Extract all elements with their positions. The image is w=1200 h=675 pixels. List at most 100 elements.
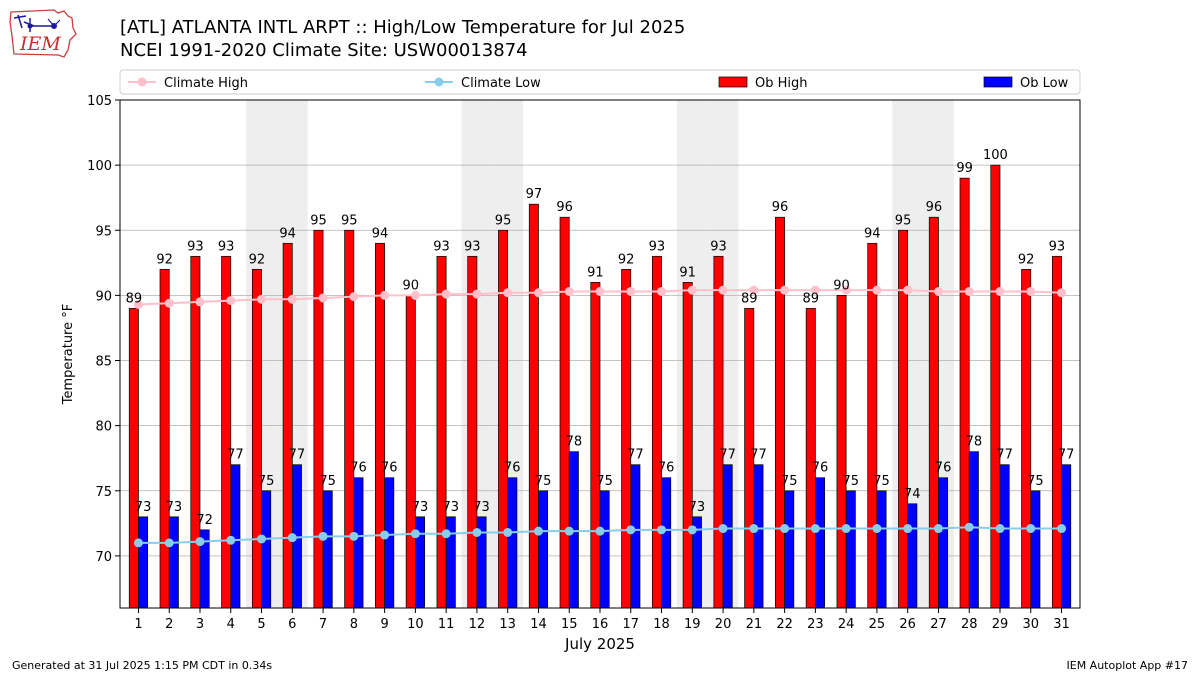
ob-low-label: 78 [566,435,583,450]
ob-low-bar [938,477,949,609]
ob-high-bar [775,216,785,609]
ob-high-label: 92 [618,252,635,267]
climate-high-point [133,300,143,310]
x-tick-label: 12 [469,617,486,632]
legend-climate-low-label: Climate Low [461,76,541,91]
ob-low-bar [753,464,764,609]
chart-title: [ATL] ATLANTA INTL ARPT :: High/Low Temp… [120,17,686,38]
climate-low-point [257,534,267,544]
climate-low-point [595,526,605,536]
ob-high-label: 95 [895,213,912,228]
ob-low-label: 77 [1058,448,1075,463]
ob-low-label: 74 [904,487,921,502]
legend-ob-high-swatch [718,76,748,88]
ob-high-bar [590,282,601,609]
x-tick-label: 20 [715,617,732,632]
climate-high-point [380,290,390,300]
ob-high-label: 93 [1049,239,1066,254]
x-tick-label: 22 [776,617,793,632]
ob-low-bar [876,490,887,609]
y-tick-label: 90 [95,289,112,304]
ob-high-label: 92 [1018,252,1035,267]
footer-app: IEM Autoplot App #17 [1066,659,1189,672]
ob-high-label: 94 [372,226,389,241]
ob-low-label: 75 [781,474,798,489]
ob-high-label: 96 [556,200,573,215]
x-tick-label: 28 [961,617,978,632]
ob-low-label: 77 [750,448,767,463]
ob-low-bar [599,490,610,609]
x-tick-label: 23 [807,617,824,632]
y-tick-label: 95 [95,224,112,239]
ob-high-bar [498,229,509,609]
climate-high-point [195,297,205,307]
climate-low-point [133,538,143,548]
ob-high-bar [405,295,416,609]
ob-low-label: 75 [1027,474,1044,489]
climate-low-point [657,525,667,535]
climate-low-point [1057,524,1067,534]
climate-high-point [933,286,943,296]
ob-low-label: 73 [442,500,459,515]
climate-low-point [749,524,759,534]
ob-low-label: 76 [658,461,675,476]
ob-high-label: 100 [983,148,1008,163]
ob-low-bar [261,490,272,609]
y-tick-label: 105 [87,94,112,109]
ob-high-bar [128,308,139,609]
x-tick-label: 16 [592,617,609,632]
ob-high-bar [959,177,970,609]
ob-high-label: 89 [741,291,758,306]
ob-high-label: 91 [587,265,604,280]
climate-high-point [472,289,482,299]
ob-high-bar [713,255,724,609]
ob-high-bar [251,268,262,609]
ob-high-bar [990,164,1001,609]
climate-low-point [780,524,790,534]
ob-low-label: 77 [627,448,644,463]
x-tick-label: 5 [257,617,265,632]
climate-high-point [164,298,174,308]
ob-low-label: 77 [719,448,736,463]
x-tick-label: 7 [319,617,327,632]
ob-low-bar [353,477,364,609]
ob-low-label: 77 [227,448,244,463]
ob-high-bar [559,216,570,609]
climate-low-point [995,524,1005,534]
ob-high-bar [805,308,816,609]
ob-high-bar [621,268,632,609]
climate-high-point [349,292,359,302]
climate-high-point [718,285,728,295]
ob-low-label: 73 [166,500,183,515]
ob-low-bar [1061,464,1072,609]
ob-low-label: 75 [535,474,552,489]
climate-high-point [995,286,1005,296]
ob-high-label: 90 [402,278,419,293]
climate-low-point [380,530,390,540]
ob-high-bar [528,203,539,609]
ob-high-bar [867,242,878,609]
climate-high-point [780,285,790,295]
climate-high-point [657,286,667,296]
climate-high-point [257,294,267,304]
ob-low-label: 75 [596,474,613,489]
ob-low-bar [138,516,149,609]
ob-high-label: 94 [279,226,296,241]
climate-low-point [287,533,297,543]
climate-high-point [410,290,420,300]
legend-ob-high-label: Ob High [755,76,808,91]
ob-low-bar [722,464,733,609]
ob-high-label: 94 [864,226,881,241]
x-tick-label: 10 [407,617,424,632]
legend: Climate High Climate Low Ob High Ob Low [119,69,1081,95]
ob-high-label: 89 [126,291,143,306]
ob-high-label: 95 [341,213,358,228]
ob-low-label: 75 [258,474,275,489]
x-tick-label: 14 [530,617,547,632]
ob-low-bar [784,490,795,609]
ob-high-label: 99 [956,161,973,176]
ob-high-bar [467,255,478,609]
ob-low-bar [384,477,395,609]
climate-high-point [318,293,328,303]
